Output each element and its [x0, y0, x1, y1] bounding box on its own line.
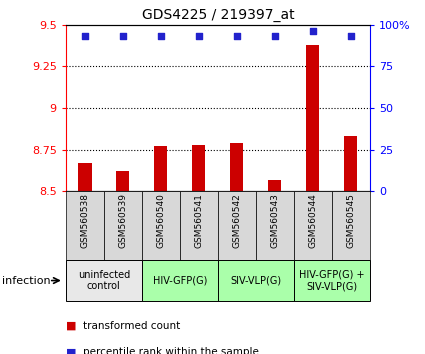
- Point: [157, 34, 164, 39]
- Text: transformed count: transformed count: [83, 321, 180, 331]
- Point: [196, 34, 202, 39]
- Point: [82, 34, 88, 39]
- Bar: [180, 191, 218, 260]
- Bar: [294, 260, 370, 301]
- Text: SIV-VLP(G): SIV-VLP(G): [230, 275, 281, 286]
- Bar: [256, 191, 294, 260]
- Bar: [142, 260, 218, 301]
- Bar: [218, 260, 294, 301]
- Bar: [66, 191, 104, 260]
- Bar: [104, 191, 142, 260]
- Text: infection: infection: [2, 275, 51, 286]
- Text: GSM560538: GSM560538: [80, 193, 89, 248]
- Point: [119, 34, 126, 39]
- Text: GSM560540: GSM560540: [156, 193, 165, 248]
- Bar: [230, 143, 244, 191]
- Bar: [154, 146, 167, 191]
- Bar: [116, 171, 130, 191]
- Text: GSM560544: GSM560544: [308, 193, 317, 248]
- Bar: [294, 191, 332, 260]
- Point: [272, 34, 278, 39]
- Bar: [268, 179, 281, 191]
- Bar: [192, 144, 205, 191]
- Text: ■: ■: [66, 347, 76, 354]
- Text: GSM560539: GSM560539: [118, 193, 127, 248]
- Text: HIV-GFP(G): HIV-GFP(G): [153, 275, 207, 286]
- Point: [347, 34, 354, 39]
- Text: uninfected
control: uninfected control: [78, 270, 130, 291]
- Text: GSM560545: GSM560545: [346, 193, 355, 248]
- Text: ■: ■: [66, 321, 76, 331]
- Text: GSM560543: GSM560543: [270, 193, 279, 248]
- Point: [309, 29, 316, 34]
- Bar: [66, 260, 142, 301]
- Bar: [142, 191, 180, 260]
- Bar: [306, 45, 320, 191]
- Title: GDS4225 / 219397_at: GDS4225 / 219397_at: [142, 8, 294, 22]
- Text: percentile rank within the sample: percentile rank within the sample: [83, 347, 259, 354]
- Bar: [344, 136, 357, 191]
- Point: [233, 34, 240, 39]
- Text: GSM560541: GSM560541: [194, 193, 203, 248]
- Bar: [332, 191, 370, 260]
- Bar: [218, 191, 256, 260]
- Text: GSM560542: GSM560542: [232, 193, 241, 248]
- Bar: [78, 163, 91, 191]
- Text: HIV-GFP(G) +
SIV-VLP(G): HIV-GFP(G) + SIV-VLP(G): [299, 270, 365, 291]
